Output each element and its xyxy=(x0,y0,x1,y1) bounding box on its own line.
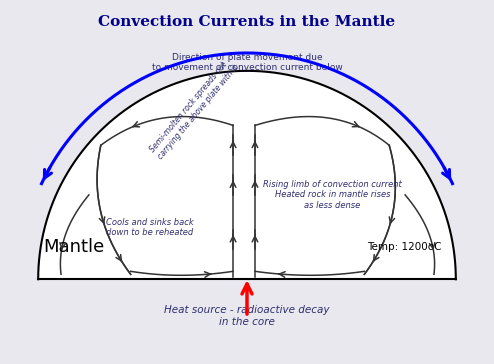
Text: Temp: 1200oC: Temp: 1200oC xyxy=(368,242,442,253)
Text: Rising limb of convection current
Heated rock in mantle rises
as less dense: Rising limb of convection current Heated… xyxy=(263,180,402,210)
Polygon shape xyxy=(38,71,456,279)
Text: Heat source - radioactive decay
in the core: Heat source - radioactive decay in the c… xyxy=(164,305,330,327)
Text: Direction of plate movement due
to movement of convection current below: Direction of plate movement due to movem… xyxy=(152,53,342,72)
Text: Semi-molten rock spreads out
carrying the above plate with it: Semi-molten rock spreads out carrying th… xyxy=(149,56,241,161)
Text: Cools and sinks back
down to be reheated: Cools and sinks back down to be reheated xyxy=(106,218,194,237)
Text: Convection Currents in the Mantle: Convection Currents in the Mantle xyxy=(98,15,396,29)
Text: Mantle: Mantle xyxy=(43,238,104,257)
